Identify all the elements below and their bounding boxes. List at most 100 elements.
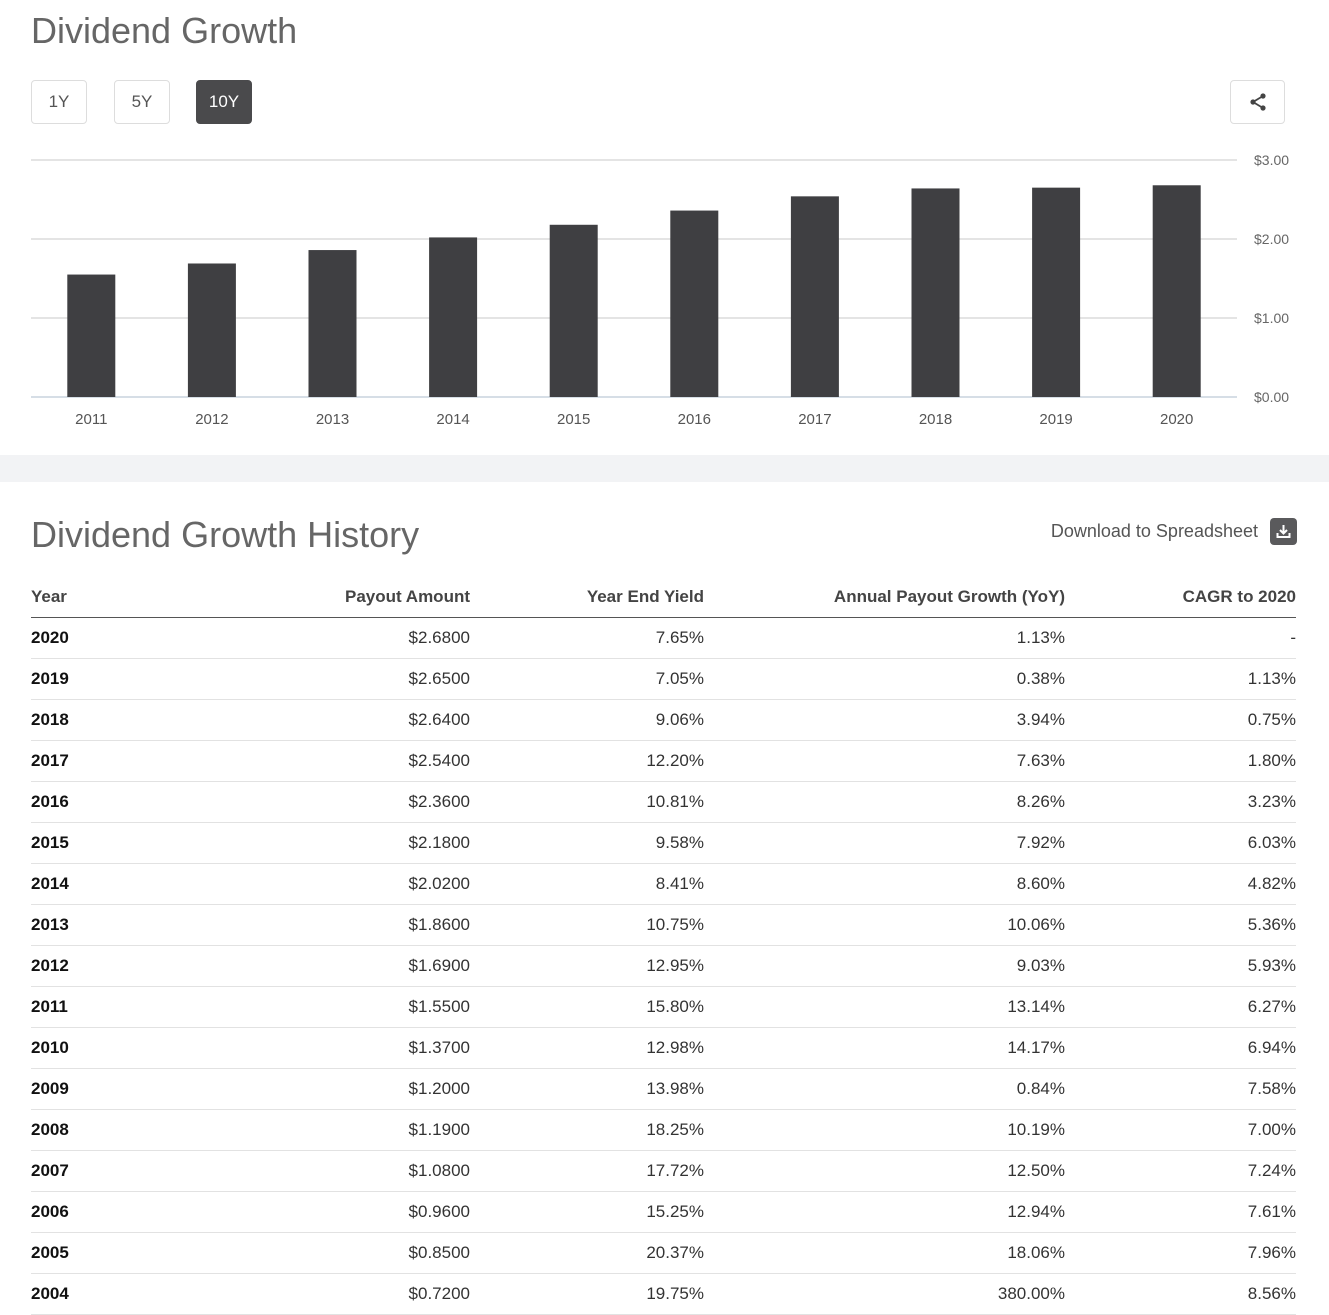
- cagr-cell: 7.96%: [1065, 1232, 1296, 1274]
- bar: [670, 210, 719, 397]
- column-header-annual-payout-growth[interactable]: Annual Payout Growth (YoY): [704, 577, 1065, 618]
- year-end-yield-cell: 10.81%: [470, 781, 704, 823]
- annual-growth-cell: 7.92%: [704, 822, 1065, 864]
- y-tick-label: $2.00: [1254, 231, 1289, 247]
- annual-growth-cell: 0.38%: [704, 658, 1065, 700]
- payout-amount-cell: $1.2000: [249, 1068, 470, 1110]
- x-tick-label: 2020: [1160, 411, 1193, 428]
- annual-growth-cell: 8.26%: [704, 781, 1065, 823]
- year-cell: 2014: [31, 863, 249, 905]
- year-cell: 2008: [31, 1109, 249, 1151]
- y-tick-label: $0.00: [1254, 389, 1289, 405]
- annual-growth-cell: 13.14%: [704, 986, 1065, 1028]
- cagr-cell: 7.58%: [1065, 1068, 1296, 1110]
- annual-growth-cell: 8.60%: [704, 863, 1065, 905]
- payout-amount-cell: $2.0200: [249, 863, 470, 905]
- annual-growth-cell: 14.17%: [704, 1027, 1065, 1069]
- year-end-yield-cell: 19.75%: [470, 1273, 704, 1315]
- x-tick-label: 2011: [75, 411, 107, 428]
- column-header-payout-amount[interactable]: Payout Amount: [249, 577, 470, 618]
- year-cell: 2012: [31, 945, 249, 987]
- table-row: 2005 $0.8500 20.37% 18.06% 7.96%: [31, 1232, 1296, 1274]
- annual-growth-cell: 7.63%: [704, 740, 1065, 782]
- year-cell: 2017: [31, 740, 249, 782]
- x-tick-label: 2018: [919, 411, 952, 428]
- year-cell: 2005: [31, 1232, 249, 1274]
- year-end-yield-cell: 20.37%: [470, 1232, 704, 1274]
- range-5y-button[interactable]: 5Y: [114, 80, 170, 124]
- table-row: 2012 $1.6900 12.95% 9.03% 5.93%: [31, 945, 1296, 987]
- cagr-cell: 6.03%: [1065, 822, 1296, 864]
- section-divider: [0, 455, 1329, 482]
- payout-amount-cell: $1.0800: [249, 1150, 470, 1192]
- annual-growth-cell: 0.84%: [704, 1068, 1065, 1110]
- payout-amount-cell: $0.8500: [249, 1232, 470, 1274]
- bar: [1032, 187, 1081, 397]
- bar: [67, 274, 116, 397]
- payout-amount-cell: $1.5500: [249, 986, 470, 1028]
- download-spreadsheet-link[interactable]: Download to Spreadsheet: [1051, 518, 1297, 545]
- cagr-cell: 1.80%: [1065, 740, 1296, 782]
- table-row: 2013 $1.8600 10.75% 10.06% 5.36%: [31, 904, 1296, 946]
- annual-growth-cell: 9.03%: [704, 945, 1065, 987]
- year-cell: 2004: [31, 1273, 249, 1315]
- column-header-cagr[interactable]: CAGR to 2020: [1065, 577, 1296, 618]
- year-cell: 2010: [31, 1027, 249, 1069]
- table-row: 2010 $1.3700 12.98% 14.17% 6.94%: [31, 1027, 1296, 1069]
- y-tick-label: $3.00: [1254, 152, 1289, 168]
- share-icon: [1249, 93, 1266, 111]
- cagr-cell: 1.13%: [1065, 658, 1296, 700]
- column-header-year-end-yield[interactable]: Year End Yield: [470, 577, 704, 618]
- year-end-yield-cell: 15.80%: [470, 986, 704, 1028]
- table-row: 2020 $2.6800 7.65% 1.13% -: [31, 617, 1296, 659]
- cagr-cell: 7.61%: [1065, 1191, 1296, 1233]
- x-tick-label: 2017: [798, 411, 831, 428]
- cagr-cell: 8.56%: [1065, 1273, 1296, 1315]
- payout-amount-cell: $1.3700: [249, 1027, 470, 1069]
- annual-growth-cell: 10.19%: [704, 1109, 1065, 1151]
- download-label: Download to Spreadsheet: [1050, 521, 1258, 541]
- table-row: 2006 $0.9600 15.25% 12.94% 7.61%: [31, 1191, 1296, 1233]
- history-title: Dividend Growth History: [31, 514, 420, 555]
- year-cell: 2013: [31, 904, 249, 946]
- history-table: Year Payout Amount Year End Yield Annual…: [31, 577, 1296, 1315]
- annual-growth-cell: 10.06%: [704, 904, 1065, 946]
- x-tick-label: 2019: [1039, 411, 1072, 428]
- range-10y-button[interactable]: 10Y: [196, 80, 252, 124]
- cagr-cell: 6.94%: [1065, 1027, 1296, 1069]
- year-end-yield-cell: 12.98%: [470, 1027, 704, 1069]
- year-cell: 2020: [31, 617, 249, 659]
- payout-amount-cell: $2.3600: [249, 781, 470, 823]
- table-row: 2018 $2.6400 9.06% 3.94% 0.75%: [31, 699, 1296, 741]
- share-button[interactable]: [1230, 80, 1285, 124]
- payout-amount-cell: $0.9600: [249, 1191, 470, 1233]
- table-row: 2015 $2.1800 9.58% 7.92% 6.03%: [31, 822, 1296, 864]
- cagr-cell: 0.75%: [1065, 699, 1296, 741]
- page-title: Dividend Growth: [31, 10, 298, 51]
- bar: [308, 250, 357, 397]
- bar: [790, 196, 839, 397]
- payout-amount-cell: $2.6500: [249, 658, 470, 700]
- payout-amount-cell: $2.5400: [249, 740, 470, 782]
- bar: [429, 237, 478, 397]
- year-end-yield-cell: 9.06%: [470, 699, 704, 741]
- payout-amount-cell: $1.6900: [249, 945, 470, 987]
- range-1y-button[interactable]: 1Y: [31, 80, 87, 124]
- dividend-growth-section: Dividend Growth 1Y 5Y 10Y $0.00 $1.00 $2.0…: [0, 0, 1329, 455]
- y-tick-label: $1.00: [1254, 310, 1289, 326]
- table-row: 2008 $1.1900 18.25% 10.19% 7.00%: [31, 1109, 1296, 1151]
- year-cell: 2007: [31, 1150, 249, 1192]
- year-end-yield-cell: 9.58%: [470, 822, 704, 864]
- year-cell: 2016: [31, 781, 249, 823]
- year-end-yield-cell: 12.95%: [470, 945, 704, 987]
- annual-growth-cell: 12.50%: [704, 1150, 1065, 1192]
- annual-growth-cell: 380.00%: [704, 1273, 1065, 1315]
- dividend-bar-chart: $0.00 $1.00 $2.00 $3.00 2011 2012 2013 2014 2015…: [31, 152, 1289, 428]
- cagr-cell: 5.93%: [1065, 945, 1296, 987]
- x-tick-label: 2012: [195, 411, 228, 428]
- annual-growth-cell: 18.06%: [704, 1232, 1065, 1274]
- annual-growth-cell: 3.94%: [704, 699, 1065, 741]
- annual-growth-cell: 12.94%: [704, 1191, 1065, 1233]
- x-tick-label: 2015: [557, 411, 590, 428]
- column-header-year[interactable]: Year: [31, 577, 249, 618]
